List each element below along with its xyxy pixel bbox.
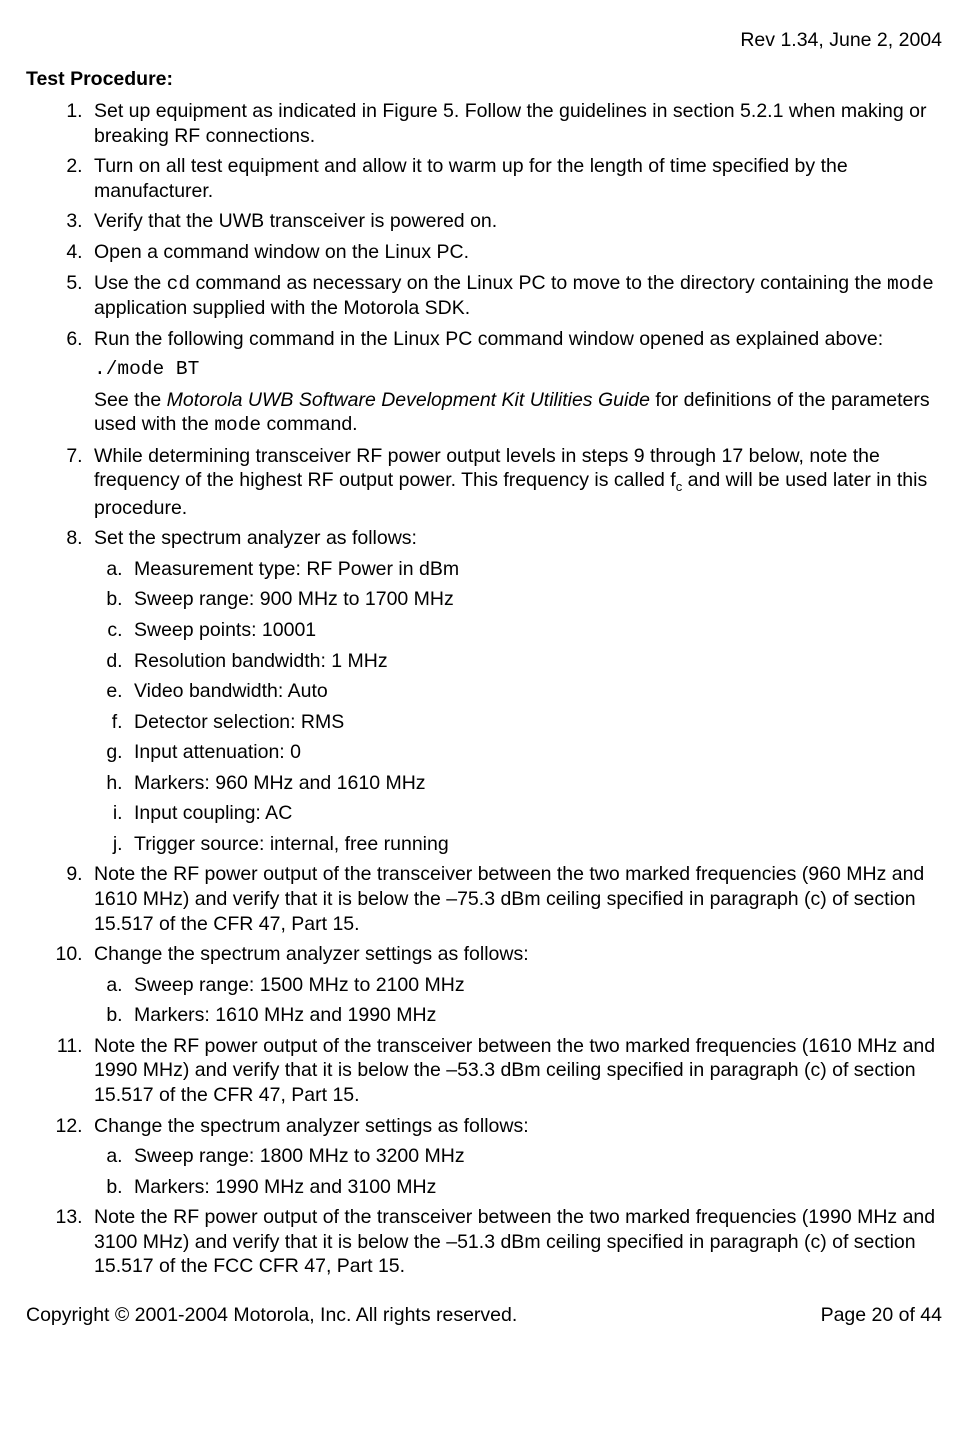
list-item: Run the following command in the Linux P… (88, 327, 942, 438)
doc-title: Motorola UWB Software Development Kit Ut… (167, 389, 650, 411)
list-item: While determining transceiver RF power o… (88, 444, 942, 520)
section-heading: Test Procedure: (26, 67, 942, 92)
copyright-text: Copyright © 2001-2004 Motorola, Inc. All… (26, 1303, 517, 1328)
list-item: Markers: 960 MHz and 1610 MHz (128, 771, 942, 796)
sublist: Measurement type: RF Power in dBm Sweep … (100, 557, 942, 857)
list-item: Input coupling: AC (128, 801, 942, 826)
text-run: application supplied with the Motorola S… (94, 297, 470, 319)
sublist: Sweep range: 1800 MHz to 3200 MHz Marker… (100, 1144, 942, 1199)
list-item: Resolution bandwidth: 1 MHz (128, 649, 942, 674)
list-item: Change the spectrum analyzer settings as… (88, 942, 942, 1028)
code-text: mode (214, 414, 261, 436)
list-item: Note the RF power output of the transcei… (88, 862, 942, 936)
page-footer: Copyright © 2001-2004 Motorola, Inc. All… (26, 1303, 942, 1328)
list-item: Open a command window on the Linux PC. (88, 240, 942, 265)
list-item: Sweep range: 1800 MHz to 3200 MHz (128, 1144, 942, 1169)
list-item: Video bandwidth: Auto (128, 679, 942, 704)
command-line: ./mode BT (94, 357, 942, 382)
list-item: Sweep points: 10001 (128, 618, 942, 643)
list-item: Detector selection: RMS (128, 710, 942, 735)
text-run: Run the following command in the Linux P… (94, 328, 883, 350)
text-run: command as necessary on the Linux PC to … (190, 272, 887, 294)
text-run: Set the spectrum analyzer as follows: (94, 527, 417, 549)
list-item: Sweep range: 900 MHz to 1700 MHz (128, 587, 942, 612)
sublist: Sweep range: 1500 MHz to 2100 MHz Marker… (100, 973, 942, 1028)
text-run: Use the (94, 272, 167, 294)
list-item: Note the RF power output of the transcei… (88, 1205, 942, 1279)
list-item: Set the spectrum analyzer as follows: Me… (88, 526, 942, 856)
code-text: mode (887, 273, 934, 295)
see-reference: See the Motorola UWB Software Developmen… (94, 388, 942, 438)
list-item: Verify that the UWB transceiver is power… (88, 209, 942, 234)
text-run: Change the spectrum analyzer settings as… (94, 943, 529, 965)
revision-header: Rev 1.34, June 2, 2004 (26, 28, 942, 53)
text-run: command. (261, 413, 357, 435)
code-text: cd (167, 273, 190, 295)
text-run: See the (94, 389, 167, 411)
list-item: Measurement type: RF Power in dBm (128, 557, 942, 582)
list-item: Turn on all test equipment and allow it … (88, 154, 942, 203)
page-number: Page 20 of 44 (821, 1303, 942, 1328)
list-item: Note the RF power output of the transcei… (88, 1034, 942, 1108)
list-item: Change the spectrum analyzer settings as… (88, 1114, 942, 1200)
list-item: Set up equipment as indicated in Figure … (88, 99, 942, 148)
list-item: Sweep range: 1500 MHz to 2100 MHz (128, 973, 942, 998)
text-run: Change the spectrum analyzer settings as… (94, 1115, 529, 1137)
list-item: Trigger source: internal, free running (128, 832, 942, 857)
list-item: Input attenuation: 0 (128, 740, 942, 765)
procedure-list: Set up equipment as indicated in Figure … (62, 99, 942, 1279)
list-item: Use the cd command as necessary on the L… (88, 271, 942, 321)
list-item: Markers: 1610 MHz and 1990 MHz (128, 1003, 942, 1028)
list-item: Markers: 1990 MHz and 3100 MHz (128, 1175, 942, 1200)
